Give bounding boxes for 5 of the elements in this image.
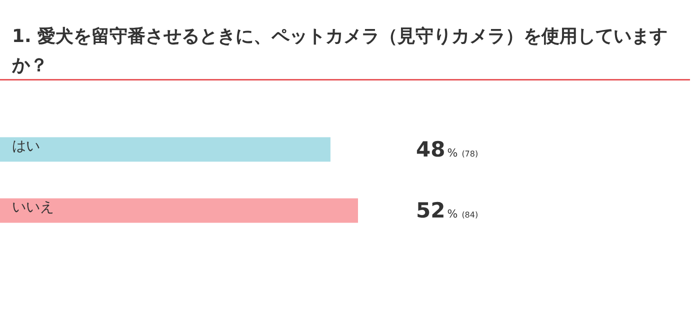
y-tick-label: はい — [12, 138, 40, 154]
y-tick-label: いいえ — [12, 199, 54, 216]
data-label: 52% (84) — [416, 198, 478, 223]
chart-title: 1. 愛犬を留守番させるときに、ペットカメラ（見守りカメラ）を使用していますか？ — [12, 25, 669, 78]
data-label: 48% (78) — [416, 137, 478, 162]
